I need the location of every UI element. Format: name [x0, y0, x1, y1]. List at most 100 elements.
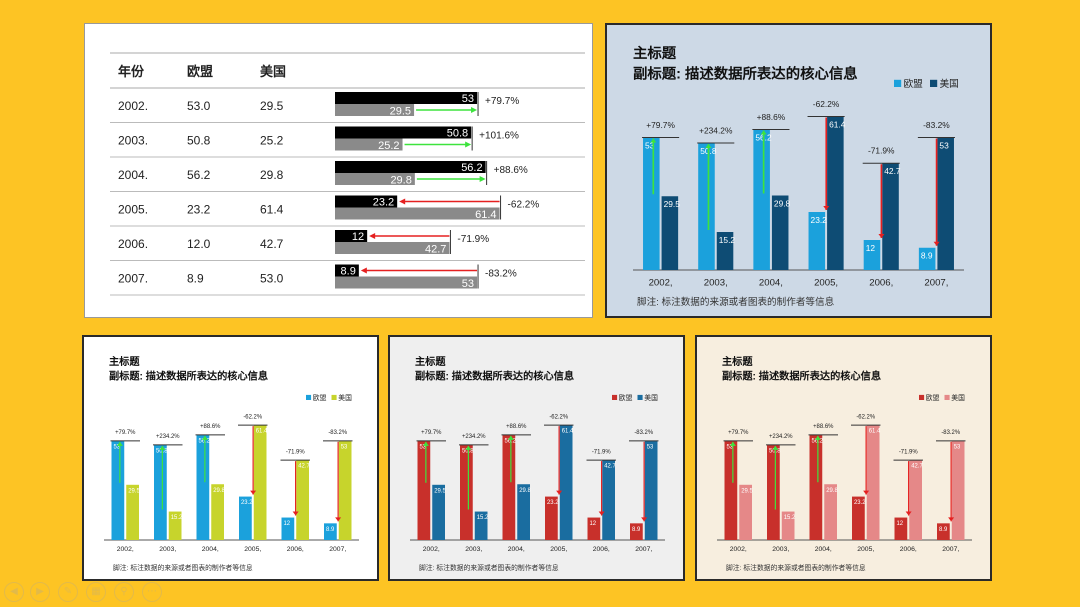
x-tick-label-3: 2005,	[814, 278, 838, 289]
table-change-pct-2: +88.6%	[494, 165, 528, 176]
bar-us-5	[951, 440, 965, 540]
table-us-bar-label-2: 29.8	[390, 175, 411, 187]
table-eu-4: 12.0	[187, 237, 211, 251]
bar-us-label-5: 53	[939, 140, 949, 150]
table-change-pct-1: +101.6%	[479, 131, 519, 142]
bar-us-label-1: 15.2	[784, 515, 796, 521]
chart-legend: 欧盟 美国	[306, 393, 352, 402]
table-year-4: 2006.	[118, 237, 148, 251]
change-pct-4: -71.9%	[899, 449, 919, 455]
bar-us-4	[909, 460, 922, 540]
x-tick-label-0: 2002,	[730, 546, 747, 553]
bar-eu-label-4: 12	[897, 521, 904, 527]
bar-us-1	[781, 511, 795, 540]
table-eu-bar-5	[335, 264, 359, 277]
table-header-1: 欧盟	[187, 64, 213, 79]
chart-footnote: 脚注: 标注数据的来源或者图表的制作者等信息	[637, 296, 835, 308]
x-tick-label-5: 2007,	[329, 546, 346, 553]
bar-eu-label-4: 12	[590, 521, 597, 527]
change-arrow-3-head	[863, 490, 870, 495]
change-pct-4: -71.9%	[592, 449, 612, 455]
bar-us-3	[253, 425, 267, 540]
bar-us-3	[827, 116, 844, 270]
table-us-bar-2	[335, 173, 415, 185]
bar-us-4	[296, 460, 309, 540]
bar-eu-label-0: 53	[727, 444, 734, 450]
bar-us-2	[824, 484, 837, 540]
zoom-icon[interactable]: ⚲	[114, 582, 134, 602]
bar-us-4	[602, 460, 615, 540]
bar-eu-label-5: 8.9	[326, 527, 335, 533]
x-tick-label-2: 2004,	[759, 278, 783, 289]
legend-us-label: 美国	[940, 78, 959, 90]
table-us-5: 53.0	[260, 272, 284, 286]
chart-title: 主标题	[415, 355, 446, 368]
table-change-pct-0: +79.7%	[485, 96, 519, 107]
change-arrow-0-head	[116, 441, 123, 446]
legend-us-label: 美国	[951, 393, 965, 402]
change-arrow-1-head	[159, 445, 166, 450]
more-icon[interactable]: ⋯	[142, 582, 162, 602]
change-pct-1: +234.2%	[769, 434, 793, 440]
pen-icon[interactable]: ✎	[58, 582, 78, 602]
bar-us-label-5: 53	[647, 444, 654, 450]
bar-eu-2	[502, 434, 516, 540]
bar-us-label-4: 42.7	[604, 464, 616, 470]
table-us-bar-label-1: 25.2	[378, 140, 399, 152]
change-pct-2: +88.6%	[757, 112, 786, 122]
table-us-bar-3	[335, 207, 500, 220]
bar-us-label-3: 61.4	[256, 429, 268, 435]
table-eu-3: 23.2	[187, 203, 211, 217]
bar-us-label-3: 61.4	[829, 119, 846, 129]
x-tick-label-5: 2007,	[635, 546, 652, 553]
bar-eu-3	[239, 496, 252, 540]
bar-eu-label-4: 12	[866, 243, 876, 253]
table-year-5: 2007.	[118, 272, 148, 286]
bar-us-label-5: 53	[954, 444, 961, 450]
table-eu-bar-3	[335, 195, 398, 208]
chart-subtitle: 副标题: 描述数据所表达的核心信息	[415, 369, 574, 382]
legend-us-label: 美国	[644, 393, 658, 402]
table-us-bar-0	[335, 104, 415, 116]
bar-eu-5	[630, 523, 643, 540]
bar-eu-label-0: 53	[645, 140, 655, 150]
x-tick-label-4: 2006,	[287, 546, 304, 553]
table-change-arrowhead-3	[399, 198, 406, 205]
table-eu-2: 56.2	[187, 168, 211, 182]
next-icon[interactable]: ▶	[30, 582, 50, 602]
x-tick-label-2: 2004,	[508, 546, 525, 553]
bar-us-2	[211, 484, 224, 540]
legend-eu-label: 欧盟	[619, 393, 633, 402]
bar-us-label-0: 29.5	[664, 199, 681, 209]
x-tick-label-2: 2004,	[815, 546, 832, 553]
bar-eu-3	[852, 496, 865, 540]
grid-icon[interactable]: ▦	[86, 582, 106, 602]
change-arrow-4-head	[878, 234, 885, 238]
change-arrow-5-head	[933, 241, 940, 246]
change-arrow-4-head	[292, 511, 299, 516]
change-arrow-1-head	[705, 144, 712, 148]
bar-us-label-4: 42.7	[884, 166, 901, 176]
bar-eu-1	[154, 444, 167, 540]
table-eu-bar-4	[335, 230, 368, 242]
change-pct-1: +234.2%	[156, 434, 180, 440]
bar-us-1	[168, 511, 182, 540]
change-arrow-0-head	[729, 441, 736, 446]
bar-us-label-5: 53	[341, 444, 348, 450]
change-pct-1: +234.2%	[699, 125, 733, 135]
table-eu-bar-label-2: 56.2	[461, 162, 482, 174]
change-pct-2: +88.6%	[813, 424, 834, 430]
prev-icon[interactable]: ◀	[4, 582, 24, 602]
bar-us-0	[432, 484, 445, 540]
bar-us-0	[661, 196, 679, 270]
chart-title: 主标题	[633, 44, 677, 62]
change-pct-0: +79.7%	[646, 120, 675, 130]
table-eu-bar-label-3: 23.2	[373, 197, 394, 209]
change-pct-3: -62.2%	[549, 414, 569, 420]
bar-eu-5	[324, 523, 337, 540]
table-us-bar-1	[335, 138, 403, 151]
bar-us-label-3: 61.4	[869, 429, 881, 435]
